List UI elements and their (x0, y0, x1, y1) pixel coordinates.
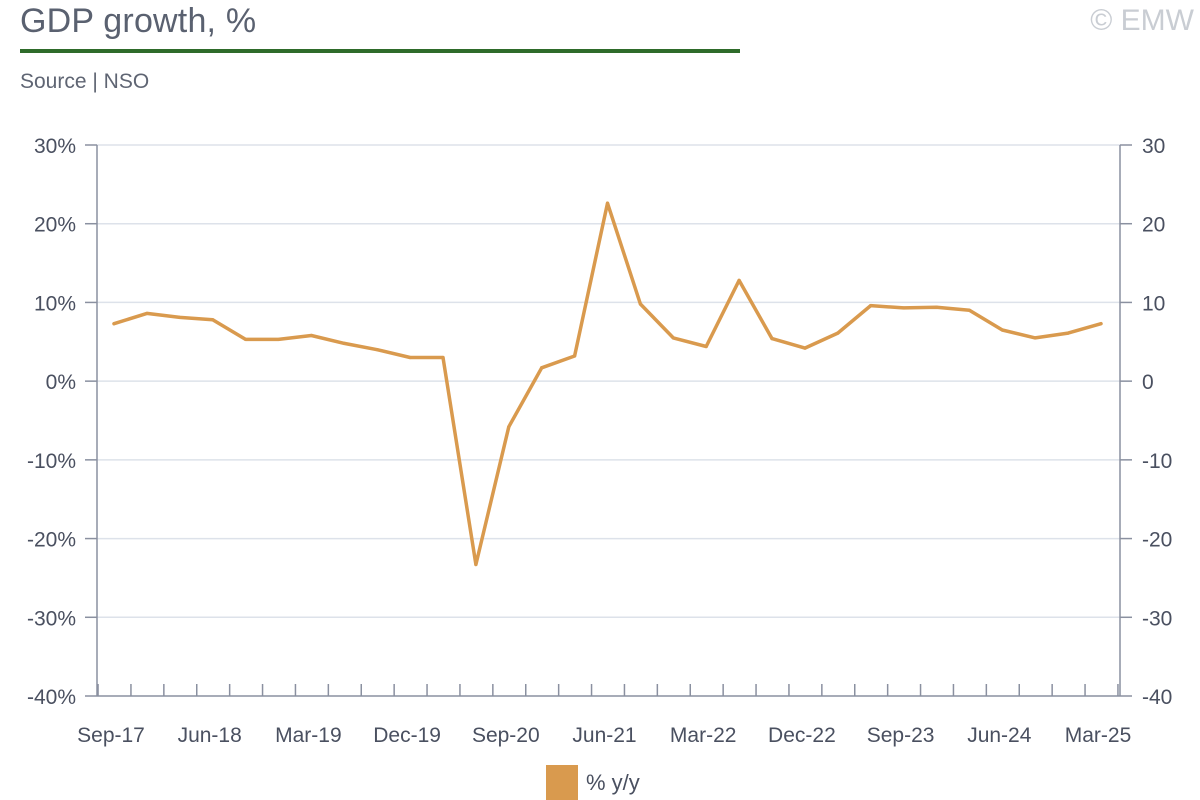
data-point (836, 331, 840, 335)
x-tick-label: Dec-22 (768, 724, 836, 747)
data-point (967, 308, 972, 312)
data-point (441, 355, 445, 360)
x-tick-label: Jun-21 (572, 724, 636, 747)
data-point (342, 341, 346, 345)
y-tick-label-right: 30 (1142, 135, 1165, 158)
data-point (1099, 322, 1103, 326)
data-point (309, 333, 313, 338)
x-tick-label: Jun-18 (178, 724, 242, 747)
data-point (671, 336, 675, 340)
y-tick-label-right: -40 (1142, 686, 1172, 709)
data-point (737, 278, 741, 282)
data-point (540, 366, 544, 370)
data-point (1066, 331, 1070, 335)
x-tick-label: Jun-24 (967, 724, 1032, 747)
data-point (408, 355, 412, 360)
data-point (244, 337, 248, 342)
y-tick-label-left: -20% (27, 529, 76, 552)
data-point (1000, 328, 1004, 332)
data-point (276, 337, 281, 342)
watermark: © EMW (1090, 4, 1194, 37)
chart-source: Source | NSO (20, 70, 150, 93)
x-tick-label: Mar-25 (1065, 724, 1132, 747)
data-point (869, 303, 873, 308)
x-tick-label: Mar-19 (275, 724, 342, 747)
y-tick-label-left: -30% (27, 607, 76, 630)
y-tick-label-right: 0 (1142, 371, 1154, 394)
data-point (1033, 336, 1037, 340)
chart-title: GDP growth, % (20, 2, 257, 40)
data-point (507, 425, 511, 429)
y-tick-label-right: 20 (1142, 214, 1165, 237)
legend-swatch (546, 765, 578, 800)
y-tick-label-left: 0% (46, 371, 76, 394)
y-tick-label-left: 30% (34, 135, 76, 158)
y-tick-label-left: -10% (27, 450, 76, 473)
title-underline (20, 49, 740, 53)
data-point (704, 344, 708, 349)
legend-label: % y/y (586, 769, 640, 795)
x-tick-label: Sep-17 (77, 724, 145, 747)
data-point (803, 346, 807, 350)
y-tick-label-right: 10 (1142, 292, 1165, 315)
data-point (178, 315, 182, 319)
data-point (375, 348, 379, 352)
data-point (770, 337, 774, 341)
data-point (902, 306, 906, 310)
x-tick-label: Sep-20 (472, 724, 540, 747)
data-point (638, 302, 643, 306)
data-point (145, 311, 149, 316)
data-point (934, 305, 939, 309)
y-tick-label-left: 10% (34, 292, 76, 315)
y-tick-label-right: -20 (1142, 529, 1172, 552)
y-tick-label-right: -30 (1142, 607, 1172, 630)
x-tick-label: Dec-19 (373, 724, 441, 747)
data-point (573, 354, 577, 358)
data-point (211, 318, 215, 322)
legend[interactable]: % y/y (546, 765, 640, 800)
y-tick-label-left: -40% (27, 686, 76, 709)
series-line (112, 201, 1103, 567)
x-tick-label: Sep-23 (867, 724, 935, 747)
data-point (112, 322, 116, 326)
y-tick-label-right: -10 (1142, 450, 1172, 473)
x-tick-label: Mar-22 (670, 724, 737, 747)
data-point (605, 201, 610, 205)
data-point (474, 562, 478, 567)
y-tick-label-left: 20% (34, 214, 76, 237)
